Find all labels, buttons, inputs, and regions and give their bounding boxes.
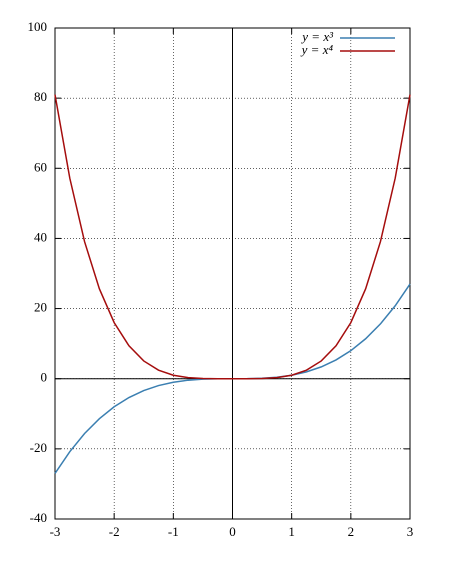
legend-label: y = x⁴	[300, 42, 334, 57]
x-tick-label: 1	[288, 524, 295, 539]
x-tick-label: 0	[229, 524, 236, 539]
y-tick-label: 20	[34, 300, 47, 315]
y-tick-label: -40	[30, 510, 47, 525]
y-tick-label: 40	[34, 229, 47, 244]
y-tick-label: 0	[41, 370, 48, 385]
y-tick-label: -20	[30, 440, 47, 455]
series-line	[54, 94, 411, 380]
x-tick-label: 3	[407, 524, 414, 539]
y-tick-label: 60	[34, 159, 47, 174]
plot-frame	[54, 27, 411, 520]
y-tick-label: 80	[34, 89, 47, 104]
y-tick-label: 100	[28, 19, 48, 34]
x-tick-label: -1	[168, 524, 179, 539]
x-tick-label: -2	[109, 524, 120, 539]
legend-label: y = x³	[300, 29, 334, 44]
x-tick-label: -3	[50, 524, 61, 539]
x-tick-label: 2	[348, 524, 355, 539]
